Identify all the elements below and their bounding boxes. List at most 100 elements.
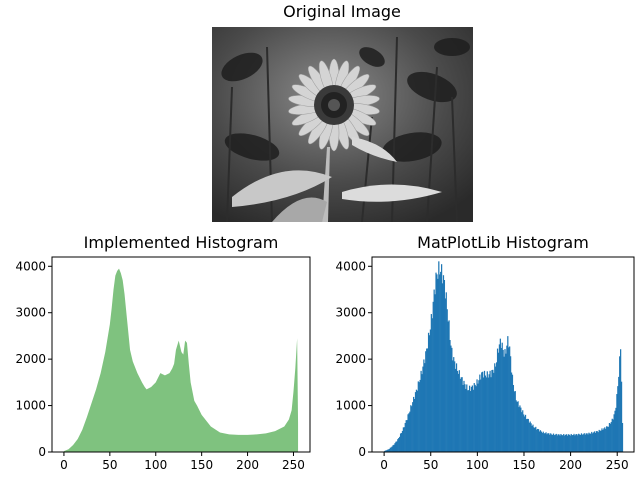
matplotlib-bar [445, 292, 447, 452]
matplotlib-bar [465, 388, 467, 452]
matplotlib-bar [520, 407, 522, 452]
matplotlib-bar [462, 384, 464, 452]
matplotlib-bar [409, 411, 411, 452]
matplotlib-bar [437, 278, 439, 452]
matplotlib-bar [450, 345, 452, 452]
matplotlib-bar [516, 402, 518, 452]
matplotlib-bar [618, 376, 620, 452]
matplotlib-bar [459, 378, 461, 452]
matplotlib-bar [590, 433, 592, 452]
matplotlib-bar [557, 434, 559, 452]
matplotlib-bar [589, 433, 591, 452]
matplotlib-bar [412, 402, 414, 452]
matplotlib-bar [413, 396, 415, 452]
matplotlib-bar [438, 261, 440, 452]
matplotlib-bar [609, 423, 611, 452]
matplotlib-bar [406, 420, 408, 452]
matplotlib-bar [471, 385, 473, 452]
matplotlib-bars [384, 261, 624, 452]
matplotlib-bar [496, 348, 499, 452]
matplotlib-bar [544, 433, 546, 452]
matplotlib-bar [474, 384, 476, 452]
matplotlib-bar [491, 370, 493, 452]
matplotlib-bar [504, 349, 506, 452]
matplotlib-bar [388, 448, 391, 452]
matplotlib-bar [584, 434, 586, 452]
matplotlib-bar [444, 298, 446, 452]
matplotlib-bar [405, 420, 407, 452]
matplotlib-bar [449, 340, 451, 452]
implemented-xtick-label: 200 [236, 458, 259, 472]
matplotlib-bar [452, 360, 454, 452]
matplotlib-bar [401, 430, 404, 452]
matplotlib-axes-frame [371, 256, 635, 453]
matplotlib-bar [407, 414, 409, 452]
matplotlib-bar [559, 435, 561, 452]
matplotlib-bar [615, 407, 617, 452]
matplotlib-bar [421, 374, 423, 452]
matplotlib-bar [550, 433, 552, 452]
matplotlib-bar [411, 406, 413, 452]
matplotlib-xtick-label: 50 [423, 458, 438, 472]
matplotlib-bar [558, 434, 560, 452]
matplotlib-bar [440, 271, 442, 452]
matplotlib-xtick-label: 200 [559, 458, 582, 472]
matplotlib-bar [578, 433, 580, 452]
matplotlib-bar [547, 433, 549, 452]
matplotlib-bar [435, 272, 437, 452]
matplotlib-bar [567, 434, 570, 452]
matplotlib-bar [464, 384, 466, 452]
matplotlib-bar [495, 366, 497, 452]
matplotlib-bar [384, 450, 386, 452]
matplotlib-bar [389, 447, 391, 452]
image-title: Original Image [283, 2, 401, 21]
matplotlib-bar [451, 347, 453, 452]
matplotlib-bar [549, 434, 551, 452]
matplotlib-bar [568, 434, 570, 452]
matplotlib-bar [502, 349, 504, 452]
matplotlib-bar [574, 435, 576, 452]
matplotlib-bar [564, 435, 566, 452]
matplotlib-bar [546, 434, 548, 452]
matplotlib-bar [587, 434, 589, 452]
matplotlib-bar [432, 301, 434, 452]
matplotlib-xtick-label: 250 [606, 458, 629, 472]
matplotlib-bar [526, 418, 529, 452]
implemented-ytick-label: 3000 [15, 306, 46, 320]
matplotlib-bar [581, 434, 584, 452]
matplotlib-bar [534, 427, 536, 452]
matplotlib-bar [442, 275, 445, 452]
matplotlib-bar [457, 373, 460, 452]
matplotlib-bar [577, 435, 579, 452]
matplotlib-bar [560, 434, 562, 452]
matplotlib-bar [422, 366, 424, 452]
matplotlib-bar [434, 294, 436, 452]
matplotlib-bar [497, 352, 500, 452]
matplotlib-bar [467, 390, 469, 452]
matplotlib-bar [585, 433, 587, 452]
matplotlib-bar [482, 377, 485, 452]
matplotlib-bar [468, 390, 470, 452]
matplotlib-ytick-label: 4000 [335, 259, 366, 273]
matplotlib-bar [620, 349, 622, 452]
matplotlib-bar [533, 427, 535, 452]
matplotlib-ytick-label: 1000 [335, 399, 366, 413]
matplotlib-bar [514, 391, 516, 452]
matplotlib-bar [425, 351, 427, 452]
matplotlib-bar [530, 423, 532, 452]
matplotlib-bar [529, 421, 531, 452]
matplotlib-bar [447, 321, 449, 452]
matplotlib-bar [439, 274, 441, 452]
matplotlib-bar [592, 432, 595, 452]
matplotlib-bar [608, 423, 611, 452]
matplotlib-bar [532, 424, 534, 452]
matplotlib-bar [385, 450, 388, 452]
matplotlib-bar [519, 405, 521, 452]
matplotlib-bar [510, 372, 513, 452]
matplotlib-bar [512, 385, 515, 452]
matplotlib-bar [596, 431, 598, 452]
matplotlib-bar [499, 338, 501, 452]
matplotlib-bar [476, 379, 478, 452]
matplotlib-bar [569, 435, 571, 452]
matplotlib-bar [565, 434, 567, 452]
